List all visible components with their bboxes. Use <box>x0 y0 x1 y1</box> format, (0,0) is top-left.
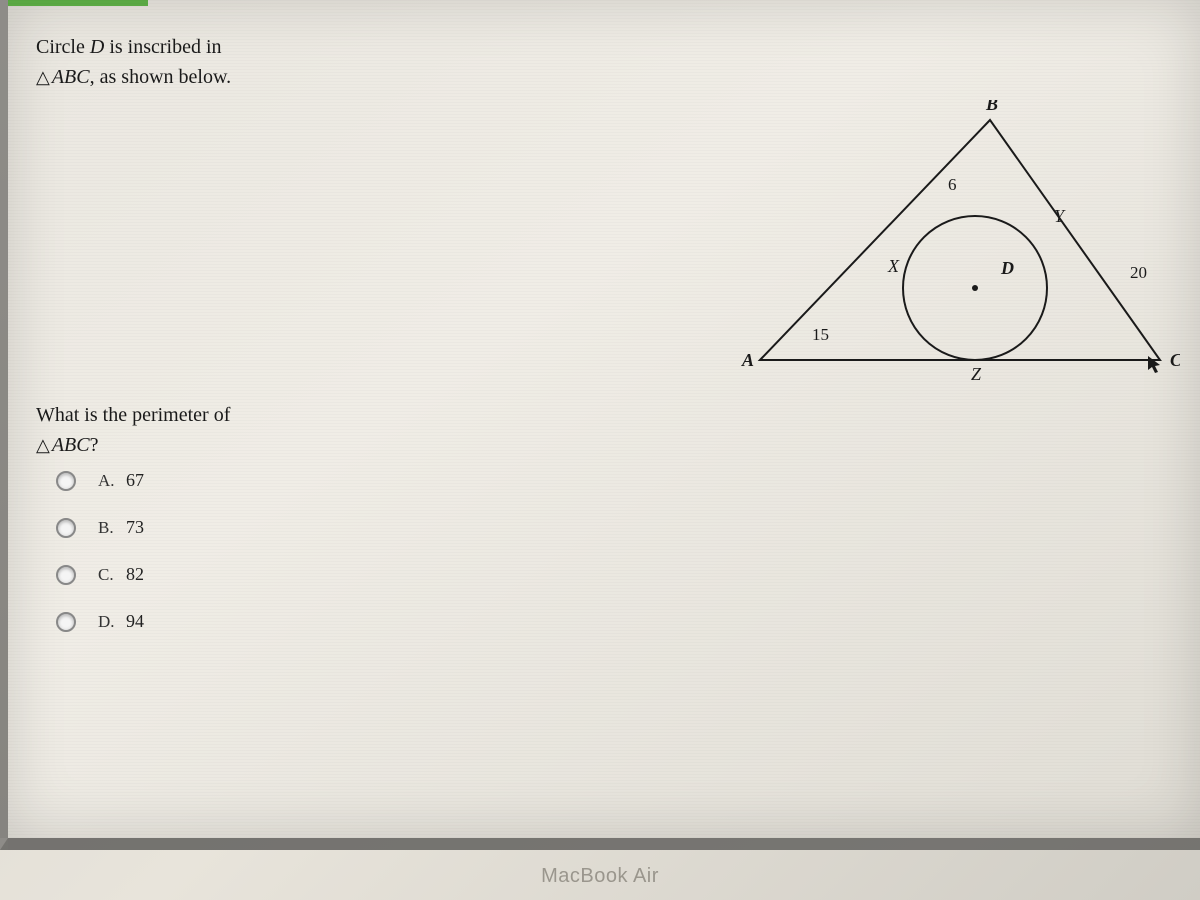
var-abc: ABC <box>52 66 90 88</box>
option-c[interactable]: C. 82 <box>56 564 144 585</box>
radio-d[interactable] <box>56 612 76 632</box>
radio-a[interactable] <box>56 471 76 491</box>
triangle-icon: △ <box>36 64 50 91</box>
option-d[interactable]: D. 94 <box>56 611 144 632</box>
option-value: 94 <box>126 611 144 632</box>
text-prefix: Circle <box>36 36 90 58</box>
accent-bar <box>8 0 148 6</box>
device-label: MacBook Air <box>541 865 659 888</box>
option-a[interactable]: A. 67 <box>56 470 144 491</box>
svg-text:20: 20 <box>1130 263 1147 282</box>
answer-options: A. 67 B. 73 C. 82 D. 94 <box>56 470 144 658</box>
option-letter: D. <box>98 612 126 632</box>
svg-text:X: X <box>887 256 900 276</box>
svg-text:Y: Y <box>1054 206 1066 226</box>
problem-statement: Circle D is inscribed in △ABC, as shown … <box>36 32 231 92</box>
option-letter: A. <box>98 471 126 491</box>
option-letter: C. <box>98 565 126 585</box>
question-line-2: △ABC? <box>36 430 230 460</box>
problem-line-1: Circle D is inscribed in <box>36 32 231 62</box>
svg-text:6: 6 <box>948 175 957 194</box>
problem-line-2: △ABC, as shown below. <box>36 62 231 92</box>
option-value: 67 <box>126 470 144 491</box>
quiz-screen: Circle D is inscribed in △ABC, as shown … <box>0 0 1200 850</box>
svg-text:15: 15 <box>812 325 829 344</box>
geometry-diagram: A B C D X Y Z 6 15 20 <box>740 100 1180 400</box>
option-b[interactable]: B. 73 <box>56 517 144 538</box>
triangle-icon: △ <box>36 432 50 459</box>
svg-text:C: C <box>1170 350 1180 370</box>
svg-text:D: D <box>1000 258 1014 278</box>
var-abc-2: ABC <box>52 434 90 456</box>
radio-b[interactable] <box>56 518 76 538</box>
text-suffix-2: , as shown below. <box>90 66 231 88</box>
radio-c[interactable] <box>56 565 76 585</box>
option-value: 82 <box>126 564 144 585</box>
question-line-1: What is the perimeter of <box>36 400 230 430</box>
svg-text:Z: Z <box>971 364 982 384</box>
question: What is the perimeter of △ABC? <box>36 400 230 460</box>
svg-text:A: A <box>741 350 754 370</box>
svg-text:B: B <box>985 100 998 114</box>
var-d: D <box>90 36 104 58</box>
option-value: 73 <box>126 517 144 538</box>
option-letter: B. <box>98 518 126 538</box>
qmark: ? <box>90 434 99 456</box>
text-suffix: is inscribed in <box>104 36 221 58</box>
